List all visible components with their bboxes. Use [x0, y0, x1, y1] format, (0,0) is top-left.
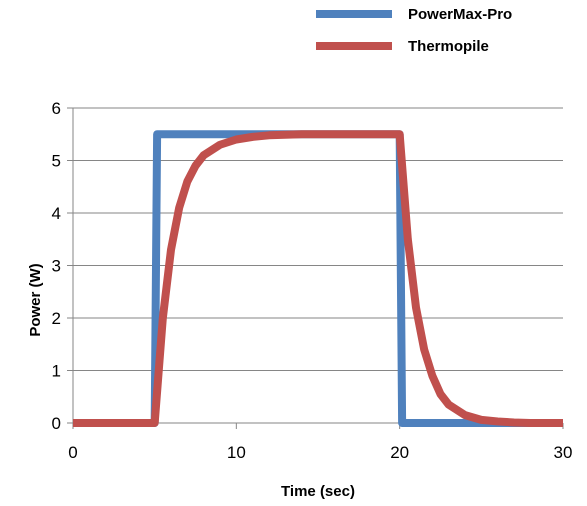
series-line-powermax-pro [73, 130, 563, 427]
y-tick-label-5: 5 [52, 152, 61, 171]
y-tick-label-1: 1 [52, 362, 61, 381]
y-tick-label-4: 4 [52, 204, 61, 223]
axes [67, 107, 564, 429]
legend: PowerMax-Pro Thermopile [316, 6, 512, 55]
tick-labels: 0 1 2 3 4 5 6 0 10 20 30 [52, 99, 573, 462]
y-tick-label-6: 6 [52, 99, 61, 118]
x-tick-label-0: 0 [68, 443, 77, 462]
x-tick-label-20: 20 [390, 443, 409, 462]
gridlines [73, 107, 563, 371]
x-axis-title: Time (sec) [281, 483, 355, 500]
y-axis-title: Power (W) [27, 263, 44, 336]
y-tick-label-0: 0 [52, 414, 61, 433]
x-tick-label-30: 30 [554, 443, 573, 462]
y-tick-label-2: 2 [52, 309, 61, 328]
legend-label-powermax-pro: PowerMax-Pro [408, 6, 512, 23]
series-lines [73, 130, 563, 427]
x-tick-label-10: 10 [227, 443, 246, 462]
y-tick-label-3: 3 [52, 257, 61, 276]
legend-label-thermopile: Thermopile [408, 38, 489, 55]
series-line-thermopile [73, 130, 563, 427]
